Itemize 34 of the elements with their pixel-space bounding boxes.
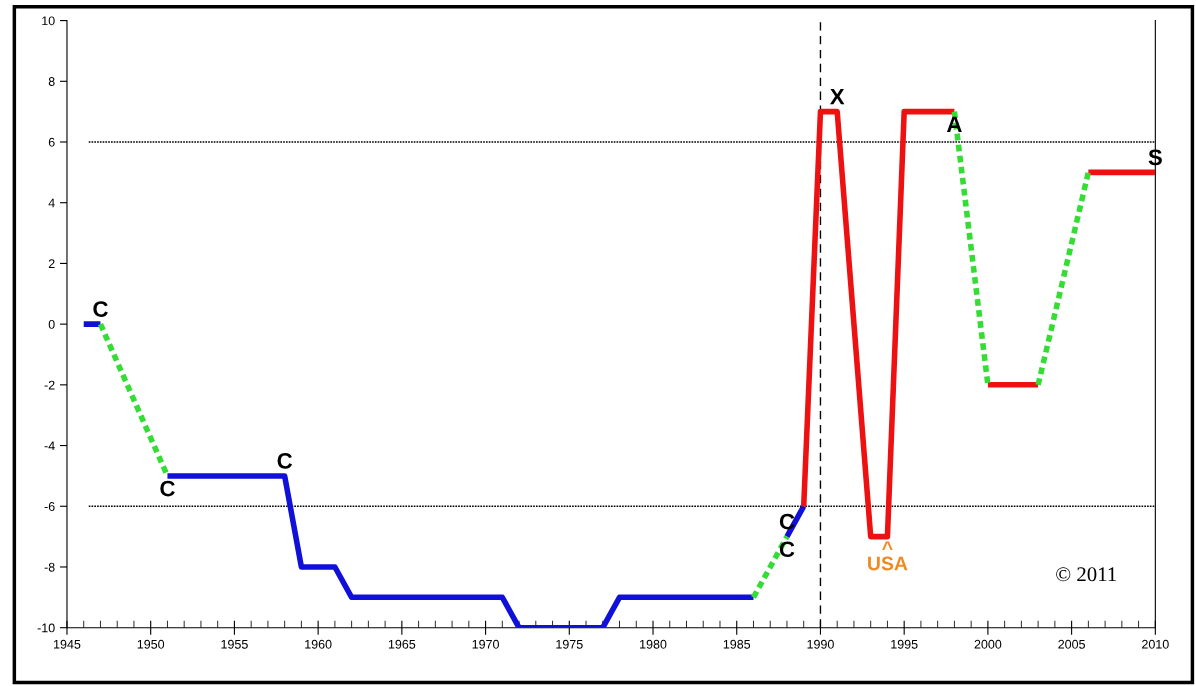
annotation: C	[93, 301, 108, 317]
x-tick-label: 1970	[472, 639, 499, 649]
y-tick-label: -2	[44, 380, 55, 390]
x-tick-label: 1965	[388, 639, 416, 649]
annotation: X	[829, 88, 845, 105]
y-tick-label: 4	[48, 198, 55, 208]
annotation: C	[160, 480, 175, 497]
x-tick-label: 1975	[556, 639, 583, 649]
y-tick-label: 10	[42, 16, 55, 26]
x-tick-label: 1960	[305, 639, 332, 649]
y-tick-label: 0	[48, 319, 55, 329]
annotation: © 2011	[1056, 567, 1116, 582]
annotation: A	[946, 116, 962, 132]
x-tick-label: 1990	[807, 639, 834, 649]
y-tick-label: -8	[44, 562, 55, 572]
annotation: C	[779, 513, 795, 530]
x-tick-label: 2010	[1142, 639, 1169, 649]
y-tick-label: 2	[48, 259, 55, 268]
x-tick-label: 1945	[54, 639, 81, 649]
x-tick-label: 2000	[974, 639, 1002, 649]
x-tick-label: 1950	[137, 639, 165, 649]
x-tick-label: 1955	[221, 639, 248, 649]
annotation: C	[779, 541, 795, 558]
y-tick-label: -6	[44, 502, 55, 511]
x-tick-label: 1995	[891, 639, 918, 649]
annotation: C	[277, 453, 293, 469]
x-tick-label: 2005	[1058, 639, 1085, 649]
x-tick-label: 1985	[723, 639, 751, 649]
y-tick-label: -10	[37, 623, 55, 633]
y-tick-label: 6	[48, 137, 55, 147]
y-tick-label: -4	[44, 441, 55, 451]
annotation: ^ USA	[868, 541, 908, 571]
x-tick-label: 1980	[640, 639, 667, 649]
y-tick-label: 8	[48, 77, 55, 86]
